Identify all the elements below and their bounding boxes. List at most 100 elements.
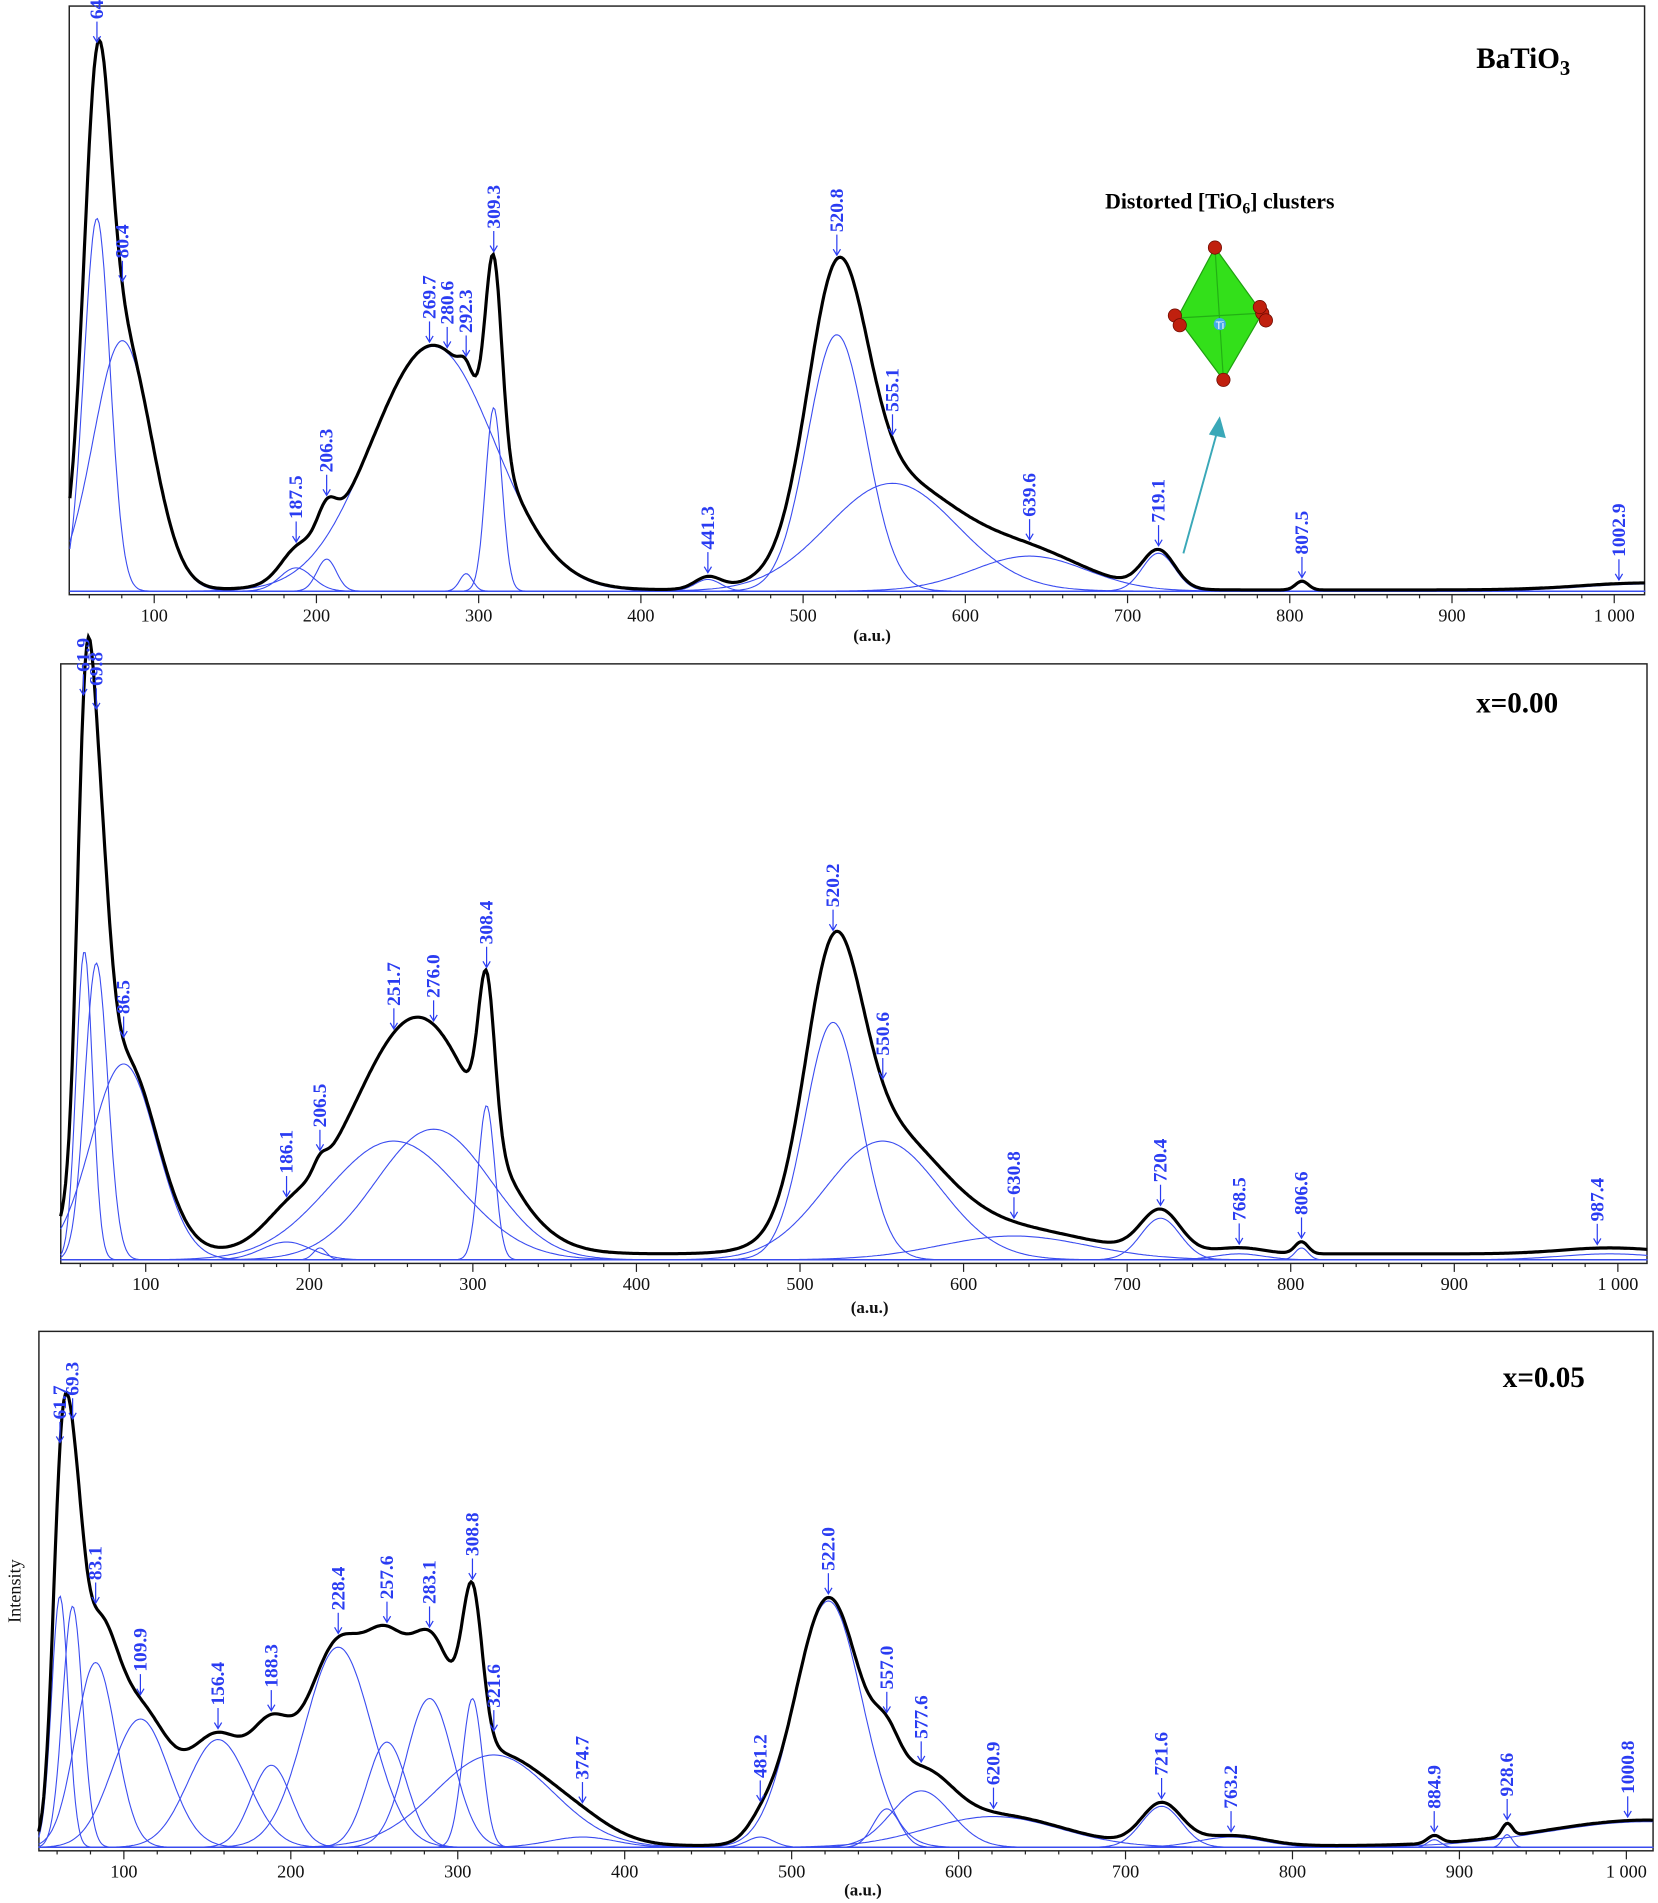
oxygen-atom (1172, 318, 1187, 333)
x-tick-label: 400 (623, 1274, 650, 1294)
peak-arrowhead (824, 1587, 833, 1596)
peak-arrowhead (1623, 1810, 1632, 1819)
oxygen-atom (1207, 240, 1222, 255)
inset-pointer-arrowhead (1208, 416, 1226, 439)
component-peak (38, 1741, 1654, 1848)
peak-label: 721.6 (1152, 1732, 1173, 1776)
peak-label: 308.4 (477, 900, 498, 944)
x-tick-label: 300 (465, 605, 492, 625)
peak-label: 884.9 (1424, 1765, 1445, 1809)
peak-arrowhead (282, 1190, 291, 1198)
component-peak (69, 345, 1646, 592)
panel-x005: 100 200 300 400 500 600 700 800 900 1 000 (a.u.) In… (5, 1330, 1654, 1900)
peak-arrowhead (489, 245, 498, 253)
peak-arrowhead (1226, 1825, 1236, 1833)
peak-arrowhead (213, 1722, 223, 1730)
panel-batio3: 100 200 300 400 500 600 700 800 900 1 000 (a.u.) Ba… (68, 0, 1646, 645)
peak-arrowhead (389, 1022, 399, 1031)
peak-label: 292.3 (456, 289, 477, 333)
peak-arrowhead (888, 428, 897, 437)
peak-arrowhead (382, 1615, 392, 1624)
component-peak (38, 1697, 1654, 1848)
x-tick-label: 400 (611, 1862, 638, 1882)
peak-label: 768.5 (1229, 1177, 1250, 1221)
panel-title: x=0.05 (1503, 1362, 1585, 1394)
peak-label: 308.8 (463, 1512, 484, 1556)
peak-label: 630.8 (1004, 1151, 1025, 1195)
component-peak (38, 1738, 1654, 1848)
peak-arrowhead (334, 1627, 343, 1635)
peak-label: 269.7 (420, 275, 441, 319)
peak-label: 156.4 (208, 1662, 229, 1706)
x-axis-label: (a.u.) (853, 626, 891, 645)
peak-label: 69.8 (86, 652, 107, 686)
peak-label: 206.5 (310, 1084, 331, 1128)
peak-arrowhead (1156, 1198, 1165, 1207)
peak-arrowhead (92, 702, 101, 711)
peak-label: 309.3 (484, 185, 505, 229)
component-peak (60, 1140, 1648, 1261)
peak-arrowhead (489, 1724, 498, 1732)
x-axis-label: (a.u.) (851, 1298, 889, 1317)
peak-arrowhead (425, 1620, 434, 1629)
peak-arrowhead (118, 275, 127, 283)
ti-atom (1213, 317, 1226, 331)
fitted-spectrum (59, 632, 1648, 1256)
peak-arrowhead (1297, 1231, 1306, 1240)
peak-label: 807.5 (1292, 511, 1313, 555)
panel-title: x=0.00 (1476, 687, 1558, 719)
peak-arrowhead (322, 489, 331, 497)
x-tick-label: 800 (1276, 605, 1303, 625)
peak-arrowhead (68, 1412, 77, 1421)
x-tick-label: 800 (1279, 1862, 1306, 1882)
plot-frame (60, 663, 1648, 1265)
peak-arrowhead (878, 1072, 887, 1080)
inset-label-sub: 6 (1242, 201, 1250, 218)
peak-arrowhead (1154, 539, 1163, 547)
peak-label: 555.1 (883, 368, 904, 412)
peak-label: 283.1 (420, 1560, 441, 1604)
peak-label: 550.6 (873, 1012, 894, 1056)
x-tick-label: 600 (952, 605, 979, 625)
peak-label: 64.7 (87, 0, 108, 19)
component-peak (60, 1253, 1648, 1261)
x-tick-label: 700 (1112, 1862, 1139, 1882)
peak-label: 69.3 (63, 1362, 84, 1396)
peak-arrowhead (315, 1144, 325, 1152)
peak-arrowhead (882, 1706, 891, 1714)
component-peak (38, 1600, 1654, 1848)
peak-label: 763.2 (1221, 1765, 1242, 1809)
peak-label: 557.0 (877, 1646, 898, 1690)
peak-label: 61.9 (73, 638, 94, 672)
peak-arrowhead (119, 1030, 128, 1039)
octahedron-edge (1214, 247, 1225, 380)
peak-arrowhead (703, 566, 713, 574)
peak-label: 806.6 (1292, 1171, 1313, 1215)
tio6-inset: Distorted [TiO6] clusters Ti (1105, 190, 1334, 554)
inset-pointer-arrow (1182, 430, 1219, 554)
component-peak (60, 952, 1648, 1261)
peak-label: 520.8 (827, 188, 848, 232)
component-peak (60, 1128, 1648, 1261)
peak-arrowhead (917, 1755, 926, 1764)
x-tick-label: 900 (1441, 1274, 1468, 1294)
component-peak (38, 1661, 1654, 1848)
component-peak (60, 1235, 1648, 1261)
component-peak (60, 962, 1648, 1261)
x-tick-label: 500 (778, 1862, 805, 1882)
x-tick-label: 300 (444, 1862, 471, 1882)
peak-label: 441.3 (698, 506, 719, 550)
x-tick-label: 100 (110, 1862, 137, 1882)
peak-arrowhead (425, 335, 434, 344)
x-tick-label: 800 (1277, 1274, 1304, 1294)
component-peak (38, 1605, 1654, 1848)
x-tick-label: 400 (627, 605, 654, 625)
peak-arrowhead (989, 1801, 998, 1810)
x-tick-label: 700 (1114, 1274, 1141, 1294)
x-tick-label: 900 (1438, 605, 1465, 625)
peak-label: 928.6 (1497, 1753, 1518, 1797)
fitted-spectrum (37, 1390, 1654, 1848)
x-tick-label: 100 (141, 605, 168, 625)
peak-arrowhead (1009, 1211, 1019, 1220)
